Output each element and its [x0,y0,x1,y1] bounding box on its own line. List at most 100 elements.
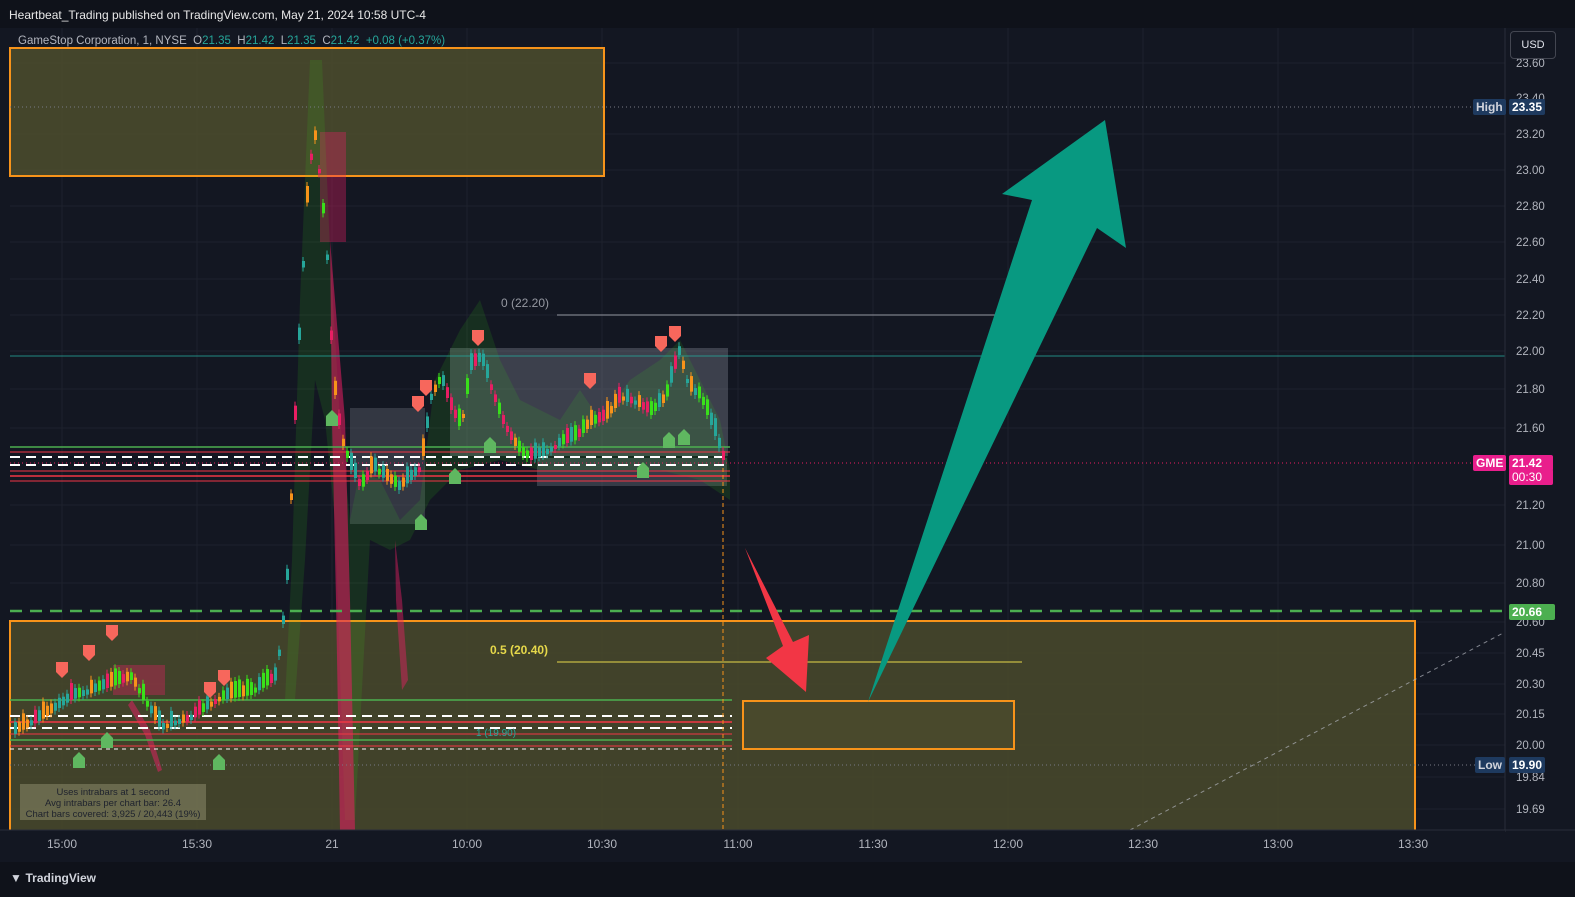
candle-body [490,384,493,390]
level-tag: 20.66 [1509,604,1555,620]
candle-body [594,414,597,424]
candle-body [214,699,217,704]
buy-signal-marker [213,754,225,770]
symbol-legend[interactable]: GameStop Corporation, 1, NYSE O21.35 H21… [18,35,445,47]
candle-body [662,394,665,403]
currency-button[interactable]: USD [1510,31,1556,59]
symbol-name[interactable]: GameStop Corporation, 1, NYSE [18,35,187,47]
demand-zone-box[interactable] [9,620,1416,837]
candle-body [210,701,213,707]
candle-body [406,466,409,484]
price-tick-label: 20.15 [1516,709,1545,721]
candle-body [22,713,25,730]
candle-body [474,353,477,366]
candle-body [26,719,29,728]
price-axis[interactable] [1505,28,1575,832]
candle-body [302,261,305,268]
candle-body [38,710,41,722]
publish-line: Heartbeat_Trading published on TradingVi… [9,8,426,22]
candle-body [102,679,105,690]
candle-body [318,168,321,174]
price-tick-label: 21.20 [1516,500,1545,512]
sell-signal-marker [584,373,596,389]
price-tick-label: 23.20 [1516,129,1545,141]
candle-body [50,703,53,714]
sell-signal-marker [106,625,118,641]
candle-body [342,438,345,446]
price-tick-label: 21.80 [1516,384,1545,396]
candle-body [58,697,61,708]
sell-signal-marker [420,380,432,396]
candle-body [54,702,57,711]
buy-signal-marker [415,514,427,530]
candle-body [98,680,101,691]
signal-markers [56,326,690,770]
time-tick-label: 15:00 [47,837,77,851]
intrabar-info-box: Uses intrabars at 1 second Avg intrabars… [20,784,206,820]
tv-icon: ▼ [10,871,22,885]
symbol-tag: GME [1473,455,1507,471]
sell-signal-marker [204,682,216,698]
candle-body [138,688,141,694]
chart-area[interactable]: 0 (22.20) 0.5 (20.40) 1 (19.90) Uses int… [0,28,1575,860]
candle-body [446,387,449,398]
candle-body [334,380,337,395]
price-candles [14,126,725,738]
footer-bar: ▼ TradingView [0,862,1575,897]
candle-body [66,693,69,703]
candle-body [630,396,633,404]
candle-body [314,130,317,140]
candle-body [106,673,109,688]
candle-body [42,701,45,719]
candle-body [14,722,17,734]
candle-body [590,409,593,425]
candle-body [246,678,249,696]
candle-body [518,440,521,452]
candle-body [550,446,553,452]
candle-body [714,418,717,436]
price-tick-label: 22.20 [1516,310,1545,322]
candle-body [418,467,421,472]
red-down-arrow[interactable] [745,548,809,692]
price-tick-label: 21.00 [1516,540,1545,552]
candle-body [694,388,697,395]
candle-body [114,668,117,686]
time-tick-label: 21 [325,837,339,851]
candle-body [254,687,257,693]
tradingview-logo[interactable]: ▼ TradingView [10,870,96,885]
buy-signal-marker [73,752,85,768]
time-tick-label: 10:30 [587,837,617,851]
candle-body [582,419,585,433]
candle-body [230,681,233,699]
candle-body [290,493,293,500]
candle-body [74,688,77,699]
candle-body [542,442,545,456]
high-tag-label: High [1473,99,1506,115]
price-tick-label: 22.00 [1516,346,1545,358]
price-tick-label: 22.80 [1516,201,1545,213]
publish-header: Heartbeat_Trading published on TradingVi… [0,0,1575,28]
chart-canvas[interactable]: 0 (22.20) 0.5 (20.40) 1 (19.90) Uses int… [0,28,1575,860]
buy-signal-marker [449,468,461,484]
candle-body [578,428,581,437]
candle-body [130,672,133,680]
candle-body [526,450,529,458]
candle-body [458,408,461,426]
candle-body [18,721,21,732]
candle-body [430,393,433,400]
candle-body [122,674,125,683]
candle-body [326,254,329,260]
target-box[interactable] [742,700,1015,750]
candle-body [382,465,385,478]
candle-body [118,671,121,684]
candle-body [666,384,669,397]
candle-body [638,395,641,407]
time-axis-ticks: 15:00 15:30 21 10:00 10:30 11:00 11:30 12:00 12:… [47,837,1428,851]
teal-up-arrow[interactable] [868,120,1126,702]
candle-body [90,679,93,694]
time-axis[interactable] [0,830,1505,860]
supply-zone-box[interactable] [9,47,605,177]
candle-body [330,330,333,340]
candle-body [126,671,129,682]
candle-body [226,687,229,699]
